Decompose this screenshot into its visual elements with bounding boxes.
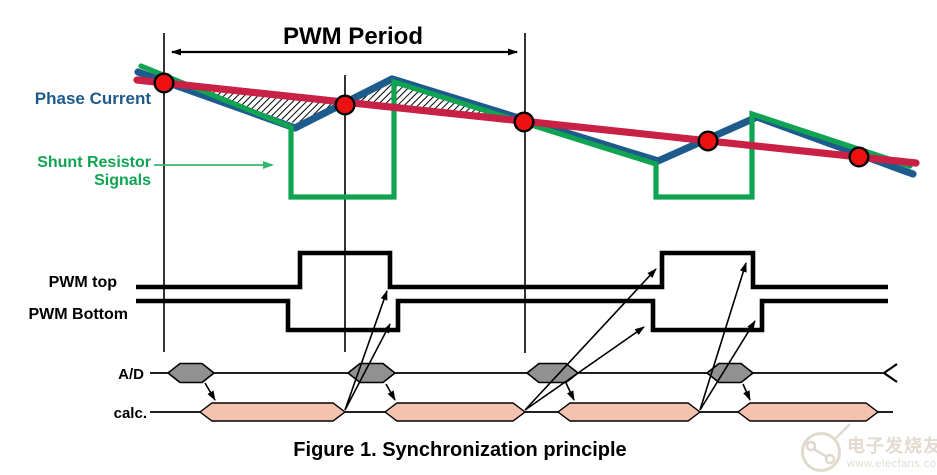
watermark-trace <box>813 447 828 459</box>
calc-block-4 <box>736 402 880 422</box>
shunt-resistor-label-line1: Shunt Resistor <box>37 154 151 171</box>
watermark-brand-text: 电子发烧友 <box>847 435 937 456</box>
watermark-node-1 <box>805 440 817 452</box>
shunt-resistor-label-line2: Signals <box>94 172 151 189</box>
sync-arrows <box>204 262 756 411</box>
phase-current-label: Phase Current <box>35 89 152 108</box>
calc-label: calc. <box>114 405 147 422</box>
adc-sample-hex-4 <box>705 362 755 384</box>
watermark-node-2 <box>824 453 836 465</box>
pwm-top-label: PWM top <box>49 274 118 291</box>
figure-caption: Figure 1. Synchronization principle <box>293 439 626 461</box>
watermark-logo-icon <box>801 423 851 472</box>
vertical-gridlines <box>163 33 526 353</box>
arrow-adc3-to-calc3 <box>565 382 575 401</box>
watermark-tail <box>833 423 851 441</box>
arrow-calc1-to-pwmbottom-edge <box>344 323 391 411</box>
sample-dot-5 <box>848 146 870 168</box>
calc-block-2 <box>383 402 527 422</box>
watermark-circle <box>801 432 841 472</box>
arrow-adc4-to-calc4 <box>742 383 751 401</box>
calc-block-3 <box>556 402 702 422</box>
sample-dot-4 <box>697 130 719 152</box>
watermark-url-text: www.elecfans.com <box>846 458 937 470</box>
adc-sample-hex-1 <box>166 362 216 384</box>
calc-block-1 <box>198 402 347 422</box>
calc-blocks <box>198 402 880 422</box>
pwm-period-label: PWM Period <box>283 23 423 50</box>
arrow-adc2-to-calc2 <box>385 383 396 401</box>
arrow-calc3-to-pwmbottom-edge <box>699 320 756 411</box>
sample-dot-3 <box>513 111 535 133</box>
arrow-calc2-to-pwmbottom-edge <box>524 326 645 411</box>
adc-label: A/D <box>118 366 144 383</box>
adc-sample-hexagons <box>166 362 755 384</box>
pwm-bottom-waveform <box>136 298 888 333</box>
sample-dot-1 <box>153 72 175 94</box>
arrow-calc3-to-pwmtop-edge <box>699 262 747 411</box>
arrow-adc1-to-calc1 <box>204 382 216 401</box>
pwm-top-waveform <box>136 250 888 290</box>
pwm-bottom-label: PWM Bottom <box>28 306 128 323</box>
sample-dot-2 <box>334 94 356 116</box>
sample-dots <box>153 72 870 168</box>
adc-timeline-break-mark <box>882 363 898 383</box>
arrow-calc2-to-pwmtop-edge <box>524 268 657 411</box>
pwm-period-annotation: PWM Period <box>171 23 518 56</box>
arrow-calc1-to-pwmtop-edge <box>344 290 388 411</box>
watermark: 电子发烧友 www.elecfans.com <box>801 423 937 472</box>
